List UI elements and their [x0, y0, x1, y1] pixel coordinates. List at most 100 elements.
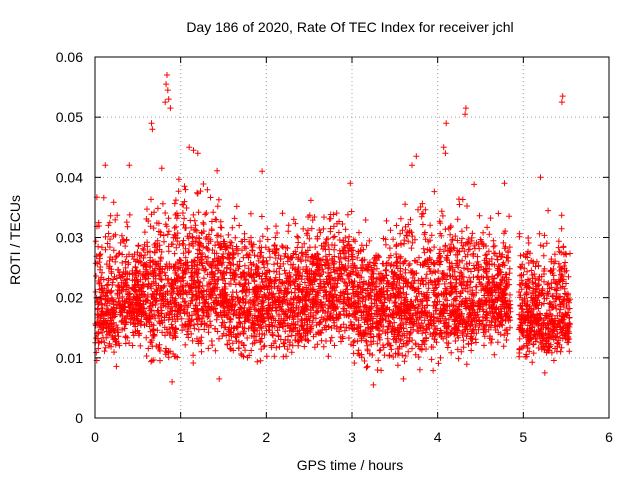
- data-point: [553, 287, 560, 294]
- data-point: [550, 276, 557, 283]
- data-point: [307, 325, 313, 332]
- data-point: [238, 238, 245, 245]
- data-point: [541, 369, 548, 376]
- data-point: [430, 367, 437, 374]
- data-point: [270, 290, 276, 297]
- data-point: [497, 254, 504, 260]
- data-point: [276, 276, 283, 283]
- data-point: [472, 314, 479, 321]
- data-point: [407, 324, 414, 331]
- data-point: [349, 253, 356, 260]
- data-point: [233, 203, 240, 210]
- data-point: [476, 245, 483, 252]
- data-point: [257, 249, 264, 256]
- data-point: [138, 284, 145, 291]
- data-point: [427, 247, 434, 254]
- data-point: [362, 327, 369, 333]
- data-point: [341, 327, 348, 334]
- data-point: [401, 358, 408, 365]
- data-point: [454, 237, 461, 244]
- data-point: [376, 280, 383, 287]
- data-point: [409, 162, 415, 169]
- data-point: [477, 236, 484, 243]
- data-point: [150, 291, 157, 298]
- data-point: [207, 322, 214, 329]
- data-point: [202, 253, 209, 260]
- data-point: [115, 283, 122, 290]
- data-point: [494, 339, 501, 346]
- data-point: [163, 223, 170, 230]
- data-point: [312, 276, 319, 283]
- data-point: [373, 252, 380, 259]
- data-point: [197, 251, 204, 258]
- data-point: [174, 354, 181, 361]
- data-point: [217, 218, 224, 225]
- data-point: [172, 326, 179, 333]
- data-point: [484, 224, 491, 231]
- data-point: [466, 260, 473, 267]
- data-point: [336, 237, 343, 243]
- data-point: [463, 297, 470, 304]
- data-point: [395, 345, 402, 352]
- data-point: [306, 317, 313, 324]
- data-point: [149, 332, 156, 339]
- data-point: [142, 293, 149, 300]
- data-point: [552, 345, 558, 352]
- data-point: [458, 348, 465, 355]
- data-point: [327, 269, 334, 276]
- data-point: [555, 337, 562, 344]
- data-point: [535, 327, 542, 334]
- data-point: [526, 337, 533, 344]
- data-point: [179, 210, 186, 216]
- data-point: [523, 290, 530, 297]
- data-point: [109, 256, 116, 263]
- data-point: [307, 197, 314, 204]
- data-point: [232, 334, 239, 341]
- data-point: [161, 238, 167, 245]
- data-point: [192, 222, 199, 229]
- data-point: [284, 245, 291, 252]
- data-point: [205, 254, 211, 261]
- data-point: [350, 281, 357, 288]
- data-point: [167, 105, 174, 112]
- data-point: [286, 341, 293, 348]
- data-point: [186, 241, 193, 248]
- data-point: [436, 332, 443, 338]
- data-point: [433, 339, 440, 346]
- data-point: [523, 351, 530, 358]
- data-point: [295, 305, 302, 311]
- data-point: [134, 249, 141, 256]
- data-point: [403, 321, 410, 328]
- data-point: [173, 271, 180, 278]
- data-point: [546, 347, 553, 354]
- data-point: [428, 232, 435, 239]
- y-tick-label: 0.02: [56, 290, 83, 306]
- data-point: [235, 250, 241, 257]
- data-point: [137, 321, 144, 327]
- data-point: [503, 271, 510, 278]
- y-axis-label: ROTI / TECUs: [7, 195, 23, 285]
- data-point: [441, 273, 448, 280]
- data-point: [236, 319, 243, 326]
- data-point: [282, 250, 289, 257]
- data-point: [203, 258, 210, 265]
- data-point: [530, 334, 537, 341]
- data-point: [388, 346, 395, 353]
- data-point: [229, 296, 236, 303]
- data-point: [336, 328, 343, 335]
- data-point: [328, 310, 334, 317]
- data-point: [417, 314, 424, 321]
- data-point: [272, 338, 279, 344]
- data-point: [227, 275, 234, 282]
- data-point: [394, 329, 401, 336]
- data-point: [320, 225, 327, 232]
- data-point: [440, 301, 447, 308]
- data-point: [194, 254, 201, 261]
- data-point: [421, 249, 428, 256]
- data-point: [265, 282, 272, 289]
- data-point: [284, 258, 291, 265]
- data-point: [279, 210, 286, 217]
- data-point: [99, 329, 106, 336]
- data-point: [408, 269, 415, 276]
- data-point: [365, 295, 372, 301]
